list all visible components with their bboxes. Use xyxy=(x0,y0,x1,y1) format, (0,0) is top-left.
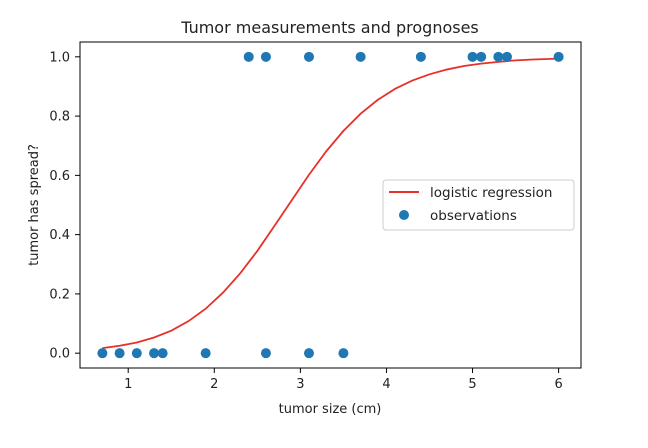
legend-label-line: logistic regression xyxy=(430,185,552,201)
x-tick-label: 5 xyxy=(468,377,476,392)
x-tick-label: 1 xyxy=(124,377,132,392)
x-tick-label: 4 xyxy=(382,377,390,392)
legend: logistic regression observations xyxy=(382,179,575,231)
observation-point xyxy=(260,51,271,62)
axes-frame xyxy=(79,41,582,369)
y-tick-label: 0.8 xyxy=(49,110,70,125)
observation-point xyxy=(415,51,426,62)
y-axis-label: tumor has spread? xyxy=(27,144,42,266)
observation-point xyxy=(157,348,168,359)
y-axis: 0.0 0.2 0.4 0.6 0.8 1.0 xyxy=(49,50,80,362)
plot-area xyxy=(97,51,564,359)
observation-point xyxy=(493,51,504,62)
observation-point xyxy=(501,51,512,62)
observation-point xyxy=(303,51,314,62)
y-tick-label: 0.4 xyxy=(49,228,70,243)
chart-title: Tumor measurements and prognoses xyxy=(180,18,479,37)
legend-marker-swatch xyxy=(399,210,409,220)
observation-point xyxy=(355,51,366,62)
legend-box xyxy=(382,179,575,231)
observation-point xyxy=(338,348,349,359)
y-tick-label: 1.0 xyxy=(49,50,70,65)
observation-point xyxy=(476,51,487,62)
observation-point xyxy=(303,348,314,359)
y-tick-label: 0.2 xyxy=(49,287,70,302)
x-axis-label: tumor size (cm) xyxy=(279,402,382,417)
y-tick-label: 0.6 xyxy=(49,169,70,184)
x-axis: 1 2 3 4 5 6 xyxy=(124,368,563,392)
x-tick-label: 6 xyxy=(554,377,562,392)
observation-point xyxy=(467,51,478,62)
observation-point xyxy=(260,348,271,359)
x-tick-label: 2 xyxy=(210,377,218,392)
legend-label-scatter: observations xyxy=(430,208,517,224)
observation-point xyxy=(114,348,125,359)
observation-point xyxy=(97,348,108,359)
observation-point xyxy=(200,348,211,359)
y-tick-label: 0.0 xyxy=(49,347,70,362)
observation-point xyxy=(553,51,564,62)
observation-point xyxy=(131,348,142,359)
logistic-regression-line xyxy=(102,57,559,350)
observation-point xyxy=(149,348,160,359)
observation-point xyxy=(243,51,254,62)
x-tick-label: 3 xyxy=(296,377,304,392)
